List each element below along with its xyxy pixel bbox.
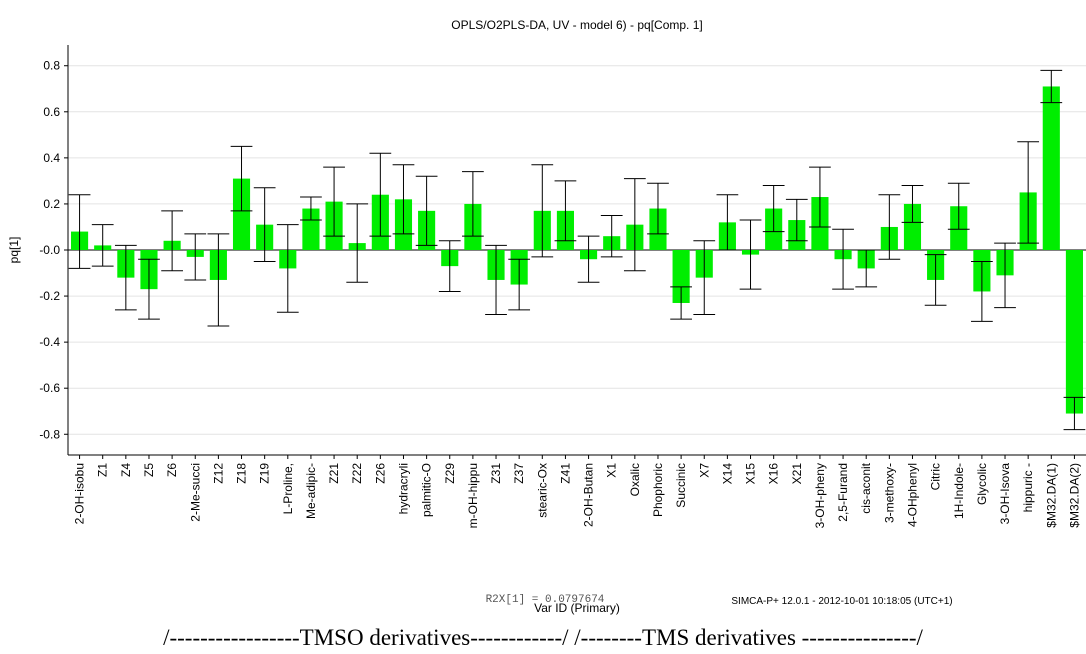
x-tick-label: 2-OH-isobu <box>73 463 87 524</box>
x-tick-label: 4-OHphenyl <box>905 463 919 527</box>
x-tick-label: Citric <box>929 463 943 490</box>
x-tick-label: 3-OH-pheny <box>813 463 827 528</box>
x-tick-label: $M32.DA(2) <box>1067 463 1081 528</box>
x-tick-label: Z1 <box>96 463 110 477</box>
x-tick-label: hippuric - <box>1021 463 1035 512</box>
x-tick-label: 1H-Indole- <box>952 463 966 519</box>
x-tick-label: X21 <box>790 463 804 485</box>
x-tick-label: Z4 <box>119 463 133 477</box>
x-tick-label: 2-OH-Butan <box>582 463 596 527</box>
x-tick-label: Z12 <box>211 463 225 484</box>
bar <box>232 178 251 250</box>
y-tick-label: -0.0 <box>39 243 60 257</box>
x-tick-label: Z6 <box>165 463 179 477</box>
x-tick-label: Glycolic <box>975 463 989 505</box>
x-tick-label: Z21 <box>327 463 341 484</box>
x-tick-label: $M32.DA(1) <box>1044 463 1058 528</box>
x-axis-label: Var ID (Primary) <box>534 601 620 615</box>
x-tick-label: palmitic-O <box>420 463 434 517</box>
x-tick-label: Succinic <box>674 463 688 508</box>
chart-title: OPLS/O2PLS-DA, UV - model 6) - pq[Comp. … <box>451 18 702 32</box>
x-tick-label: Phophoric <box>651 463 665 517</box>
x-tick-label: Z18 <box>235 463 249 484</box>
y-tick-label: -0.8 <box>39 427 60 441</box>
y-tick-label: -0.2 <box>39 289 60 303</box>
x-tick-label: 2-Me-succi <box>188 463 202 522</box>
y-tick-label: 0.4 <box>43 151 60 165</box>
y-tick-label: -0.6 <box>39 381 60 395</box>
x-tick-label: X14 <box>720 463 734 485</box>
x-tick-label: Z37 <box>512 463 526 484</box>
x-tick-label: Me-adipic- <box>304 463 318 519</box>
bar <box>903 203 922 250</box>
x-tick-label: Z31 <box>489 463 503 484</box>
y-axis-label: pq[1] <box>7 237 21 264</box>
bar <box>1042 86 1060 251</box>
x-tick-label: Z26 <box>373 463 387 484</box>
x-tick-label: Z5 <box>142 463 156 477</box>
y-tick-label: -0.4 <box>39 335 60 349</box>
r2x-note: R2X[1] = 0.0797674 <box>486 594 605 606</box>
x-tick-label: stearic-Ox <box>535 463 549 518</box>
x-tick-label: cis-aconit <box>859 462 873 513</box>
x-tick-label: X16 <box>767 463 781 485</box>
x-tick-label: X7 <box>697 463 711 478</box>
y-tick-label: 0.2 <box>43 197 60 211</box>
x-tick-label: X1 <box>605 463 619 478</box>
x-tick-label: m-OH-hippu <box>466 463 480 528</box>
x-tick-label: 3-OH-Isova <box>998 463 1012 525</box>
derivatives-caption: /-----------------TMSO derivatives------… <box>163 625 923 650</box>
x-tick-label: Z19 <box>258 463 272 484</box>
x-tick-label: L-Proline, <box>281 463 295 514</box>
x-tick-label: 3-methoxy- <box>882 463 896 523</box>
x-tick-label: Z22 <box>350 463 364 484</box>
x-tick-label: hydracryli <box>396 463 410 514</box>
x-tick-label: Z29 <box>443 463 457 484</box>
x-tick-label: X15 <box>744 463 758 485</box>
bar <box>1065 250 1083 414</box>
bar <box>302 208 320 250</box>
y-tick-label: 0.6 <box>43 105 60 119</box>
x-tick-label: Oxalic <box>628 463 642 496</box>
x-tick-label: 2,5-Furand <box>836 463 850 522</box>
y-tick-label: 0.8 <box>43 59 60 73</box>
bar <box>672 250 690 303</box>
x-tick-label: Z41 <box>558 463 572 484</box>
software-note: SIMCA-P+ 12.0.1 - 2012-10-01 10:18:05 (U… <box>731 596 952 607</box>
